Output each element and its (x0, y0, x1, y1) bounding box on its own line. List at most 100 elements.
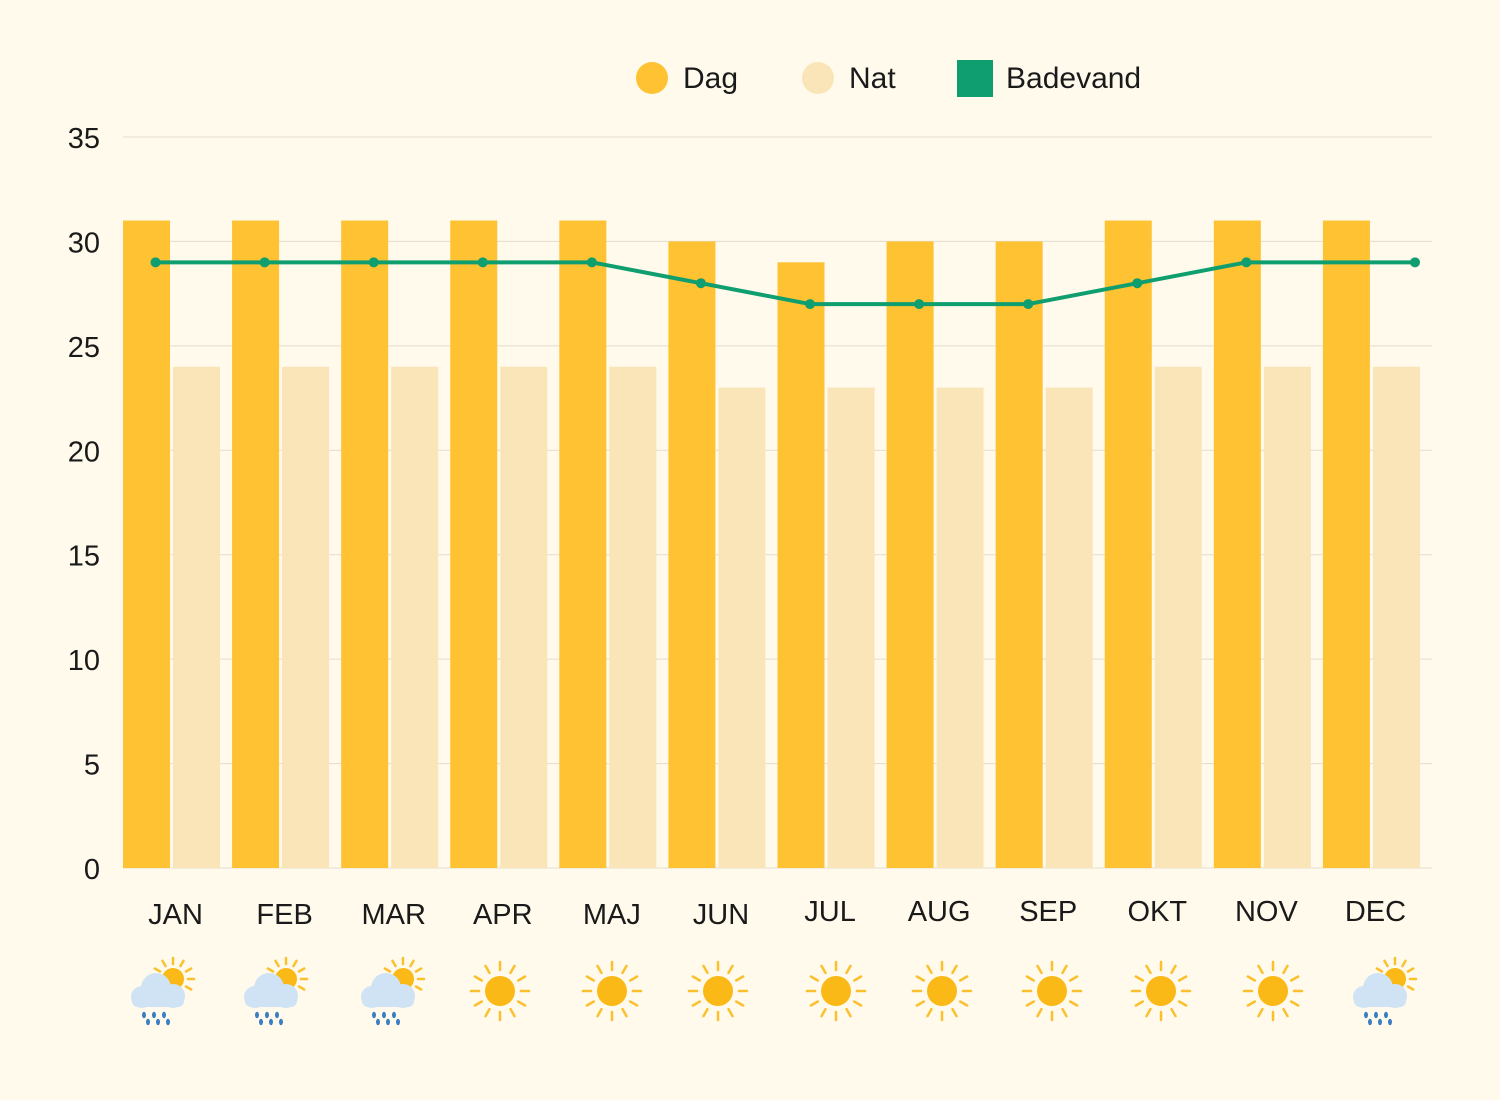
sun-ray (1134, 1000, 1145, 1007)
sun-rain-icon (131, 956, 196, 1026)
sun-rain-icon (244, 956, 309, 1026)
rain-drop (382, 1011, 386, 1019)
sun-ray (585, 975, 596, 982)
sun-ray (484, 1007, 491, 1018)
sun-ray (845, 1007, 852, 1018)
sun-ray (1068, 975, 1079, 982)
cloud-base (362, 995, 414, 1007)
sun-disc (1146, 976, 1176, 1006)
sun-icon (1242, 960, 1304, 1022)
x-axis-ticks: JAN FEB MAR APR MAJ JUN JUL AUG SEP OKT NOV DEC (148, 896, 1406, 931)
sun-icon (687, 960, 749, 1022)
badevand-point (1241, 257, 1252, 268)
sun-icon (911, 960, 973, 1022)
rain-drop (152, 1011, 156, 1019)
sun-icon (581, 960, 643, 1022)
sun-ray (161, 959, 167, 968)
sun-rain-icon (361, 956, 426, 1026)
badevand-point (1132, 278, 1143, 289)
y-tick-label: 0 (84, 854, 100, 886)
sun-ray (1025, 1000, 1036, 1007)
y-tick-label: 5 (84, 750, 100, 782)
cloud-base (132, 995, 184, 1007)
sun-ray (414, 985, 423, 991)
rain-drop (1374, 1011, 1378, 1019)
x-tick-label: FEB (256, 899, 312, 931)
x-tick-label: APR (473, 899, 533, 931)
badevand-point (368, 257, 379, 268)
sun-ray (274, 959, 280, 968)
sun-ray (297, 967, 306, 973)
sun-ray (1177, 1000, 1188, 1007)
sun-ray (1036, 1007, 1043, 1018)
sun-icon (1021, 960, 1083, 1022)
rain-drop (1368, 1018, 1372, 1026)
sun-disc (1037, 976, 1067, 1006)
rain-drop (1364, 1011, 1368, 1019)
x-tick-label: AUG (908, 896, 971, 928)
x-tick-label: JUL (804, 896, 856, 928)
y-tick-label: 20 (68, 436, 100, 468)
y-axis-ticks: 0 5 10 15 20 25 30 35 (68, 123, 100, 886)
legend-marker-dag (636, 62, 668, 94)
legend-label-dag: Dag (683, 62, 738, 95)
sun-ray (915, 1000, 926, 1007)
rain-drop (156, 1018, 160, 1026)
x-tick-label: JAN (148, 899, 203, 931)
legend-marker-nat (802, 62, 834, 94)
x-tick-label: JUN (693, 899, 749, 931)
sun-ray (702, 1007, 709, 1018)
badevand-point (477, 257, 488, 268)
badevand-line (150, 257, 1420, 310)
sun-ray (727, 1007, 734, 1018)
bar-nat (827, 387, 875, 868)
sun-ray (734, 975, 745, 982)
badevand-point (805, 299, 816, 310)
sun-ray (1170, 964, 1177, 975)
sun-ray (852, 975, 863, 982)
sun-ray (628, 1000, 639, 1007)
cloud-base (245, 995, 297, 1007)
rain-drop (275, 1011, 279, 1019)
rain-drop (259, 1018, 263, 1026)
sun-ray (184, 967, 193, 973)
legend: Dag Nat Badevand (636, 60, 1141, 97)
rain-drop (279, 1018, 283, 1026)
sun-ray (391, 959, 397, 968)
cloud-icon (361, 973, 415, 1008)
bar-dag (450, 220, 498, 869)
sun-ray (414, 967, 423, 973)
sun-ray (915, 975, 926, 982)
badevand-series-line (155, 260, 1415, 307)
legend-label-nat: Nat (849, 62, 896, 95)
sun-ray (1375, 967, 1384, 973)
rain-drop (1388, 1018, 1392, 1026)
cloud-icon (1353, 973, 1407, 1008)
sun-ray (809, 975, 820, 982)
badevand-point (1023, 299, 1034, 310)
rain-drop (162, 1011, 166, 1019)
bar-nat (936, 387, 984, 868)
sun-ray (1061, 1007, 1068, 1018)
sun-ray (951, 964, 958, 975)
sun-ray (702, 964, 709, 975)
bar-nat (391, 366, 439, 868)
badevand-point (914, 299, 925, 310)
sun-ray (958, 1000, 969, 1007)
rain-drop (166, 1018, 170, 1026)
sun-ray (184, 985, 193, 991)
rain-drop (392, 1011, 396, 1019)
sun-ray (179, 959, 185, 968)
sun-ray (1257, 964, 1264, 975)
badevand-point (695, 278, 706, 289)
sun-rain-icon (1353, 956, 1418, 1026)
sun-ray (820, 1007, 827, 1018)
bar-dag (1104, 220, 1152, 869)
sun-ray (509, 1007, 516, 1018)
bar-dag (1213, 220, 1261, 869)
sun-ray (292, 959, 298, 968)
sun-disc (927, 976, 957, 1006)
x-tick-label: DEC (1345, 896, 1406, 928)
x-tick-label: MAR (361, 899, 425, 931)
rain-drop (269, 1018, 273, 1026)
